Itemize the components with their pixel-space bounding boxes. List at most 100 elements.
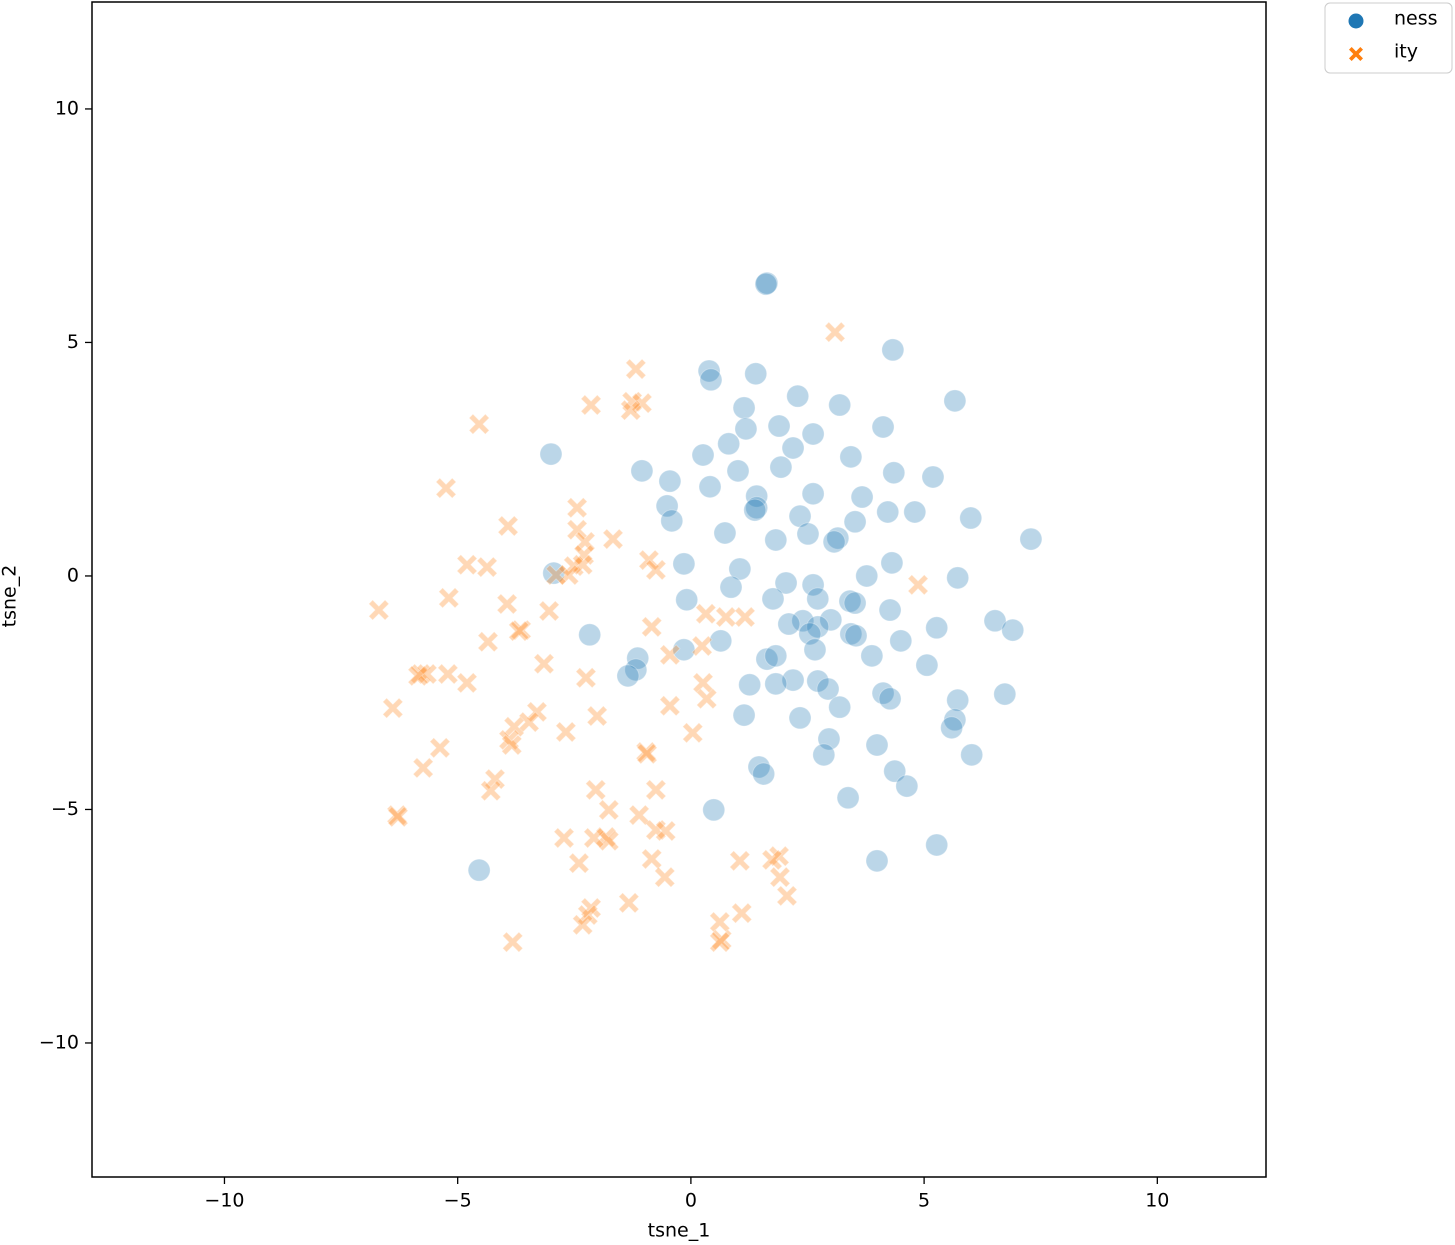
point	[616, 664, 640, 688]
point	[672, 552, 696, 576]
point	[538, 600, 560, 622]
point	[636, 743, 658, 765]
y-tick-label: 5	[67, 331, 79, 353]
point	[907, 574, 929, 596]
point	[577, 904, 599, 926]
point	[882, 461, 906, 485]
point	[871, 415, 895, 439]
point	[881, 338, 905, 362]
point	[691, 443, 715, 467]
point	[946, 566, 970, 590]
point	[580, 394, 602, 416]
point	[764, 644, 788, 668]
point	[761, 849, 783, 871]
point	[755, 271, 779, 295]
point	[732, 396, 756, 420]
point	[659, 644, 681, 666]
legend-marker	[1349, 47, 1363, 61]
point	[503, 716, 525, 738]
point	[983, 609, 1007, 633]
point	[542, 561, 566, 585]
point	[801, 573, 825, 597]
point	[816, 677, 840, 701]
point	[412, 757, 434, 779]
point	[574, 531, 596, 553]
point	[719, 575, 743, 599]
legend-marker	[1348, 13, 1364, 29]
point	[692, 672, 714, 694]
point	[943, 389, 967, 413]
y-tick-label: 0	[67, 564, 79, 586]
point	[438, 587, 460, 609]
point	[626, 646, 650, 670]
point	[768, 845, 790, 867]
point	[817, 727, 841, 751]
point	[871, 681, 895, 705]
point	[843, 591, 867, 615]
point	[850, 485, 874, 509]
point	[806, 669, 830, 693]
point	[382, 697, 404, 719]
point	[641, 848, 663, 870]
point	[915, 653, 939, 677]
point	[696, 688, 718, 710]
point	[602, 528, 624, 550]
point	[598, 830, 620, 852]
point	[878, 687, 902, 711]
point	[819, 608, 843, 632]
point	[1001, 618, 1025, 642]
point	[844, 624, 868, 648]
point	[659, 695, 681, 717]
point	[769, 455, 793, 479]
point	[563, 555, 585, 577]
point	[767, 414, 791, 438]
point	[839, 445, 863, 469]
point	[839, 622, 863, 646]
point	[925, 833, 949, 857]
point	[456, 554, 478, 576]
point	[630, 459, 654, 483]
point	[764, 672, 788, 696]
point	[728, 557, 752, 581]
point	[731, 902, 753, 924]
y-tick-label: 10	[55, 97, 79, 119]
point	[672, 638, 696, 662]
point	[386, 804, 408, 826]
point	[993, 682, 1017, 706]
point	[889, 629, 913, 653]
point	[798, 622, 822, 646]
point	[880, 551, 904, 575]
point	[828, 695, 852, 719]
point	[468, 413, 490, 435]
point	[761, 587, 785, 611]
point	[437, 663, 459, 685]
point	[480, 780, 502, 802]
point	[533, 653, 555, 675]
point	[566, 519, 588, 541]
point	[838, 589, 862, 613]
point	[824, 321, 846, 343]
x-tick-label: −5	[444, 1190, 472, 1212]
point	[575, 667, 597, 689]
point	[747, 755, 771, 779]
legend-label: ness	[1394, 8, 1438, 30]
point	[822, 530, 846, 554]
point	[573, 544, 595, 566]
x-tick-label: 5	[918, 1190, 930, 1212]
point	[1019, 527, 1043, 551]
point	[786, 384, 810, 408]
point	[595, 826, 617, 848]
point	[860, 644, 884, 668]
point	[620, 399, 642, 421]
point	[416, 663, 438, 685]
point	[586, 705, 608, 727]
point	[555, 721, 577, 743]
x-tick-label: 0	[685, 1190, 697, 1212]
point	[744, 362, 768, 386]
point	[726, 459, 750, 483]
legend-label: ity	[1394, 41, 1418, 63]
point	[755, 647, 779, 671]
point	[803, 638, 827, 662]
point	[710, 929, 733, 951]
